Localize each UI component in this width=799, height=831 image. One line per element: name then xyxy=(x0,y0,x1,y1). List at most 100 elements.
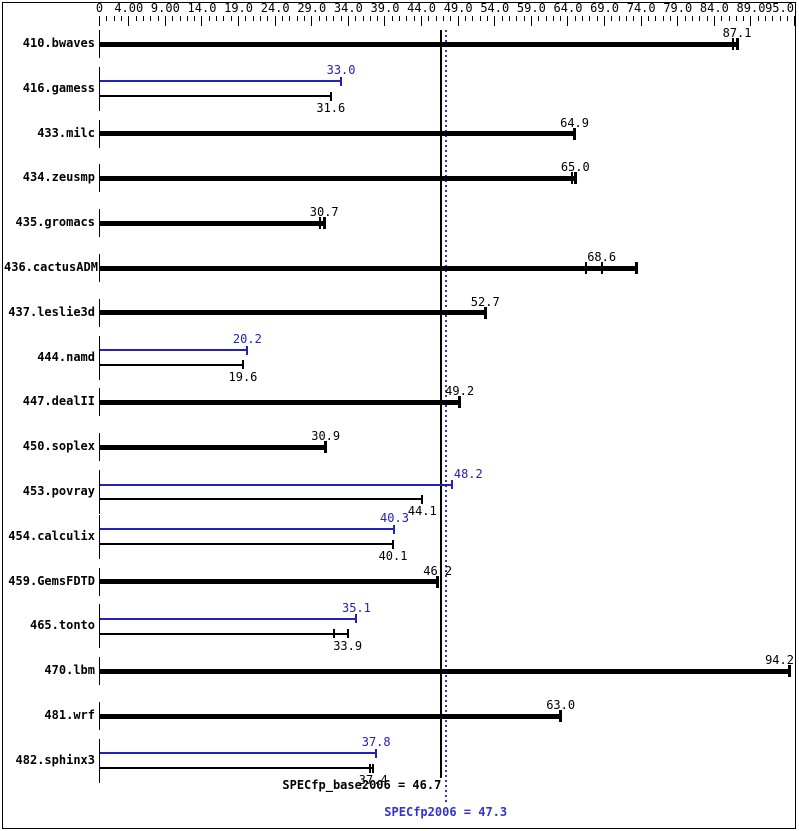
benchmark-label: 470.lbm xyxy=(44,663,95,678)
axis-tick-label: 39.0 xyxy=(370,1,400,15)
axis-minor-tick xyxy=(260,16,262,21)
bar-base xyxy=(100,713,561,719)
bar-end-tick xyxy=(324,441,328,454)
axis-tick-label: 44.0 xyxy=(407,1,437,15)
axis-tick-label: 74.0 xyxy=(626,1,656,15)
bar-base xyxy=(100,363,243,366)
bar-value-label: 44.1 xyxy=(407,504,437,519)
benchmark-label: 482.sphinx3 xyxy=(15,752,95,767)
bar-end-tick xyxy=(421,494,424,504)
axis-tick-label: 29.0 xyxy=(297,1,327,15)
row-baseline xyxy=(99,254,100,282)
benchmark-label: 481.wrf xyxy=(44,708,95,722)
axis-tick-label: 19.0 xyxy=(224,1,254,15)
row-baseline xyxy=(99,119,100,148)
bar-value-label: 63.0 xyxy=(546,698,576,712)
bar-end-tick xyxy=(635,262,639,274)
bar-base xyxy=(100,310,486,316)
axis-minor-tick xyxy=(245,16,247,21)
bar-base xyxy=(100,41,738,47)
axis-minor-tick xyxy=(589,16,591,21)
axis-minor-tick xyxy=(377,16,379,21)
row-baseline xyxy=(99,164,100,193)
bar-end-tick xyxy=(458,396,462,409)
axis-minor-tick xyxy=(428,16,430,21)
axis-major-tick xyxy=(640,16,642,26)
axis-minor-tick xyxy=(340,16,342,21)
axis-minor-tick xyxy=(582,16,584,21)
bar-end-tick xyxy=(393,524,396,534)
axis-major-tick xyxy=(421,16,423,26)
axis-major-tick xyxy=(457,16,459,26)
axis-minor-tick xyxy=(399,16,401,21)
axis-minor-tick xyxy=(450,16,452,21)
axis-minor-tick xyxy=(508,16,510,21)
axis-minor-tick xyxy=(333,16,335,21)
bar-base xyxy=(100,767,374,769)
axis-major-tick xyxy=(794,16,796,26)
axis-major-tick xyxy=(128,16,130,26)
axis-minor-tick xyxy=(516,16,518,21)
bar-peak xyxy=(100,80,342,83)
axis-tick-label: 49.0 xyxy=(443,1,473,15)
axis-minor-tick xyxy=(486,16,488,21)
axis-minor-tick xyxy=(223,16,225,21)
mean-value-label-SPECfp2006: SPECfp2006 = 47.3 xyxy=(384,805,508,819)
axis-minor-tick xyxy=(413,16,415,21)
run-tick xyxy=(332,629,335,639)
axis-minor-tick xyxy=(135,16,137,21)
axis-tick-label: 95.0 xyxy=(765,1,794,15)
bar-value-label: 94.2 xyxy=(765,653,794,668)
bar-end-tick xyxy=(483,306,487,319)
axis-minor-tick xyxy=(303,16,305,21)
axis-major-tick xyxy=(567,16,569,26)
benchmark-label: 447.dealII xyxy=(22,394,95,409)
row-baseline xyxy=(99,514,100,559)
bar-end-tick xyxy=(346,629,349,639)
bar-end-tick xyxy=(451,480,454,489)
axis-minor-tick xyxy=(757,16,759,21)
run-tick xyxy=(369,763,372,773)
bar-value-label: 65.0 xyxy=(560,160,590,175)
bar-value-label: 40.3 xyxy=(380,511,409,526)
axis-minor-tick xyxy=(728,16,730,21)
axis-minor-tick xyxy=(150,16,152,21)
axis-minor-tick xyxy=(538,16,540,21)
bar-value-label: 48.2 xyxy=(453,466,483,481)
axis-minor-tick xyxy=(772,16,774,21)
axis-tick-label: 0 xyxy=(95,1,104,15)
bar-base xyxy=(100,632,348,635)
axis-minor-tick xyxy=(633,16,635,21)
bar-end-tick xyxy=(787,665,791,678)
bar-base xyxy=(100,265,637,271)
row-baseline xyxy=(99,66,100,111)
axis-minor-tick xyxy=(523,16,525,21)
axis-tick-label: 14.0 xyxy=(187,1,217,15)
axis-minor-tick xyxy=(252,16,254,21)
axis-minor-tick xyxy=(501,16,503,21)
run-tick xyxy=(570,172,573,185)
benchmark-label: 435.gromacs xyxy=(15,215,95,230)
bar-end-tick xyxy=(340,76,343,86)
axis-minor-tick xyxy=(216,16,218,21)
axis-minor-tick xyxy=(435,16,437,21)
row-baseline xyxy=(99,604,100,649)
axis-minor-tick xyxy=(106,16,108,21)
bar-end-tick xyxy=(573,172,577,185)
axis-minor-tick xyxy=(267,16,269,21)
benchmark-label: 454.calculix xyxy=(8,528,95,543)
bar-end-tick xyxy=(375,748,378,758)
row-baseline xyxy=(99,30,100,58)
bar-base xyxy=(100,399,460,405)
axis-tick-label: 84.0 xyxy=(699,1,729,15)
bar-base xyxy=(100,220,325,226)
axis-major-tick xyxy=(494,16,496,26)
bar-value-label: 37.8 xyxy=(361,735,391,750)
axis-tick-label: 64.0 xyxy=(553,1,583,15)
benchmark-label: 410.bwaves xyxy=(22,36,95,50)
axis-minor-tick xyxy=(684,16,686,21)
axis-minor-tick xyxy=(465,16,466,21)
row-baseline xyxy=(99,209,100,238)
axis-major-tick xyxy=(604,16,606,26)
benchmark-label: 433.milc xyxy=(37,125,95,140)
